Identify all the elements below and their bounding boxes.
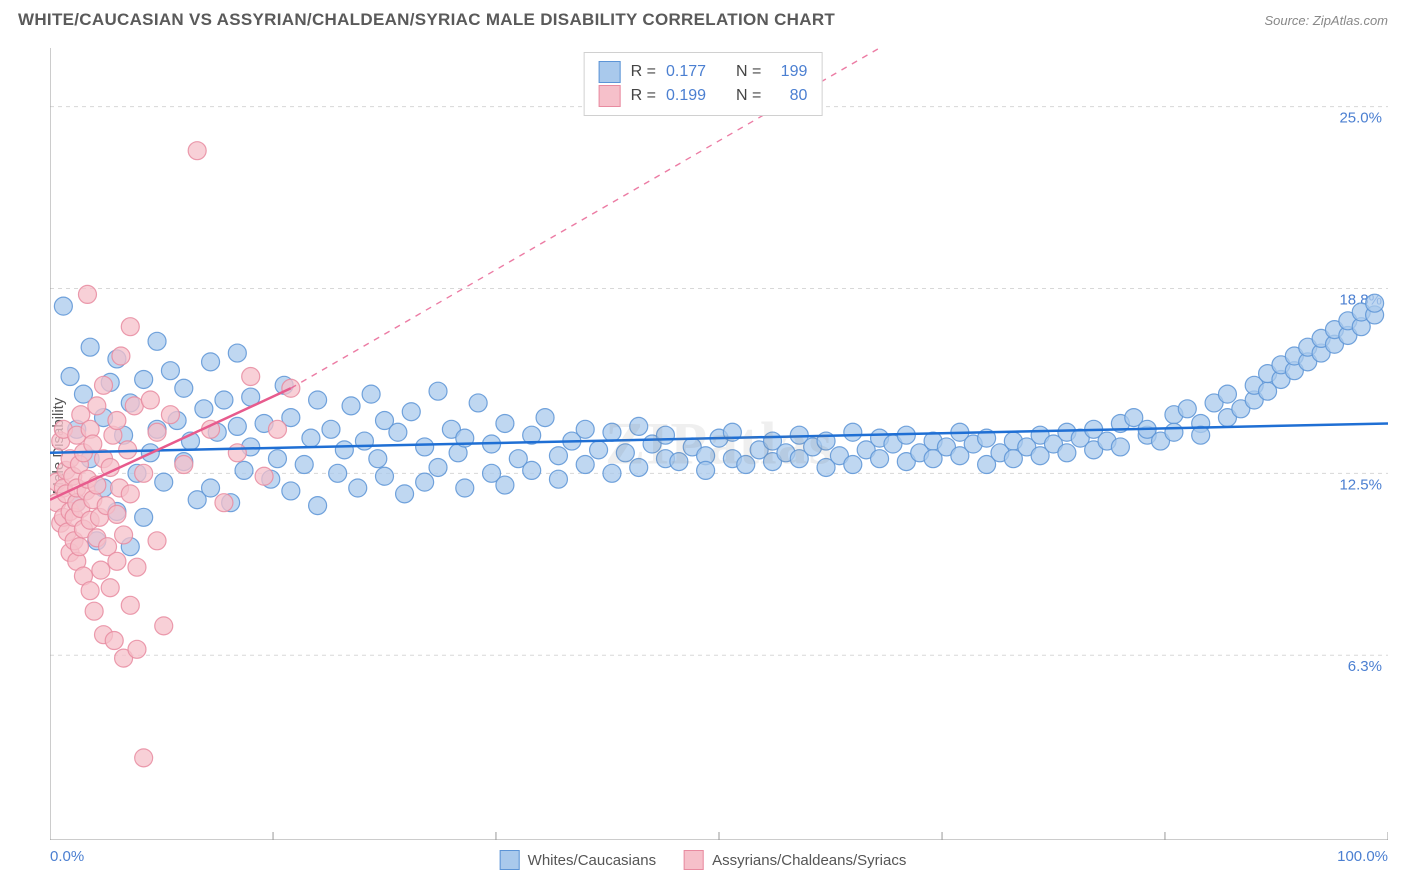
series-legend: Whites/Caucasians Assyrians/Chaldeans/Syr… bbox=[500, 850, 907, 870]
source-attribution: Source: ZipAtlas.com bbox=[1264, 13, 1388, 28]
n-label: N = bbox=[736, 63, 761, 81]
legend-label: Assyrians/Chaldeans/Syriacs bbox=[712, 852, 906, 869]
r-label: R = bbox=[631, 63, 656, 81]
n-value: 80 bbox=[771, 87, 807, 105]
correlation-legend: R = 0.177 N = 199 R = 0.199 N = 80 bbox=[584, 52, 823, 116]
scatter-plot: 6.3%12.5%18.8%25.0% bbox=[50, 48, 1388, 840]
chart-area: 6.3%12.5%18.8%25.0% ZIPatlas bbox=[50, 48, 1388, 840]
legend-row: R = 0.199 N = 80 bbox=[599, 85, 808, 107]
r-label: R = bbox=[631, 87, 656, 105]
x-axis-max-label: 100.0% bbox=[1337, 848, 1388, 865]
legend-item: Assyrians/Chaldeans/Syriacs bbox=[684, 850, 906, 870]
legend-item: Whites/Caucasians bbox=[500, 850, 656, 870]
svg-text:25.0%: 25.0% bbox=[1339, 110, 1382, 127]
chart-header: WHITE/CAUCASIAN VS ASSYRIAN/CHALDEAN/SYR… bbox=[0, 0, 1406, 36]
svg-text:6.3%: 6.3% bbox=[1348, 658, 1382, 675]
r-value: 0.199 bbox=[666, 87, 706, 105]
legend-swatch bbox=[500, 850, 520, 870]
n-value: 199 bbox=[771, 63, 807, 81]
legend-swatch bbox=[684, 850, 704, 870]
n-label: N = bbox=[736, 87, 761, 105]
x-axis-min-label: 0.0% bbox=[50, 848, 84, 865]
legend-label: Whites/Caucasians bbox=[528, 852, 656, 869]
chart-title: WHITE/CAUCASIAN VS ASSYRIAN/CHALDEAN/SYR… bbox=[18, 10, 835, 30]
legend-swatch bbox=[599, 61, 621, 83]
legend-row: R = 0.177 N = 199 bbox=[599, 61, 808, 83]
r-value: 0.177 bbox=[666, 63, 706, 81]
legend-swatch bbox=[599, 85, 621, 107]
svg-text:12.5%: 12.5% bbox=[1339, 476, 1382, 493]
